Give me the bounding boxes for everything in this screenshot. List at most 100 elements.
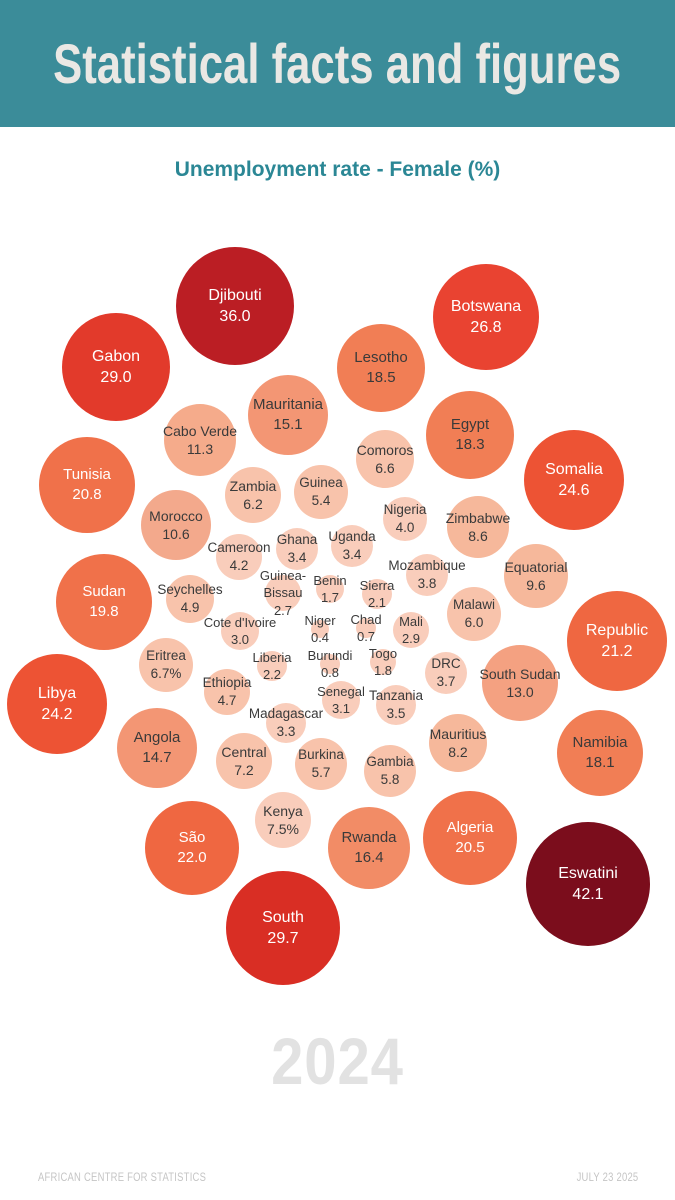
bubble-malawi: Malawi 6.0 bbox=[447, 587, 501, 641]
footer-date-label: JULY 23 2025 bbox=[576, 1172, 638, 1184]
bubble-label: Mali 2.9 bbox=[399, 613, 423, 646]
footer: AFRICAN CENTRE FOR STATISTICS JULY 23 20… bbox=[0, 1170, 675, 1192]
bubble-label: Ghana 3.4 bbox=[276, 532, 318, 565]
bubble-namibia: Namibia 18.1 bbox=[557, 710, 643, 796]
bubble-republic: Republic 21.2 bbox=[567, 591, 667, 691]
bubble-label: Mozambique 3.8 bbox=[388, 558, 466, 591]
chart-title: Unemployment rate - Female (%) bbox=[174, 158, 501, 181]
bubble-zimbabwe: Zimbabwe 8.6 bbox=[445, 496, 511, 558]
bubble-egypt: Egypt 18.3 bbox=[426, 391, 514, 479]
bubble-south: South 29.7 bbox=[226, 871, 340, 985]
bubble-uganda: Uganda 3.4 bbox=[328, 525, 376, 567]
bubble-label: Cameroon 4.2 bbox=[207, 540, 271, 573]
bubble-seychelles: Seychelles 4.9 bbox=[157, 575, 223, 623]
bubble-djibouti: Djibouti 36.0 bbox=[176, 247, 294, 365]
bubble-label: Nigeria 4.0 bbox=[383, 502, 427, 535]
bubble-label: Togo 1.8 bbox=[368, 645, 398, 678]
footer-source-label: AFRICAN CENTRE FOR STATISTICS bbox=[38, 1172, 207, 1184]
bubble-comoros: Comoros 6.6 bbox=[356, 430, 414, 488]
bubble-mauritania: Mauritania 15.1 bbox=[248, 375, 328, 455]
bubble-cameroon: Cameroon 4.2 bbox=[207, 534, 271, 580]
bubble-label: Niger 0.4 bbox=[304, 612, 336, 645]
bubble-eritrea: Eritrea 6.7% bbox=[139, 638, 193, 692]
bubble-benin: Benin 1.7 bbox=[313, 572, 347, 605]
bubble-label: Burkina 5.7 bbox=[298, 747, 344, 780]
bubble-label: Equatorial 9.6 bbox=[504, 558, 568, 593]
bubble-label: Senegal 3.1 bbox=[317, 683, 365, 716]
bubble-lesotho: Lesotho 18.5 bbox=[337, 324, 425, 412]
bubble-cote-d-ivoire: Cote d'Ivoire 3.0 bbox=[204, 612, 276, 650]
bubble-label: Eswatini 42.1 bbox=[558, 864, 618, 903]
bubble-label: Guinea 5.4 bbox=[299, 475, 343, 508]
bubble-mauritius: Mauritius 8.2 bbox=[429, 714, 487, 772]
bubble-senegal: Senegal 3.1 bbox=[317, 681, 365, 719]
bubble-label: Zimbabwe 8.6 bbox=[445, 509, 511, 544]
bubble-label: Burundi 0.8 bbox=[307, 647, 353, 680]
bubble-label: Republic 21.2 bbox=[585, 621, 649, 660]
page-title: Statistical facts and figures bbox=[53, 31, 622, 95]
header-banner: Statistical facts and figures bbox=[0, 0, 675, 127]
bubble-label: Guinea- Bissau 2.7 bbox=[259, 568, 307, 618]
bubble-sudan: Sudan 19.8 bbox=[56, 554, 152, 650]
bubble-label: Lesotho 18.5 bbox=[354, 349, 408, 386]
bubble-label: Mauritania 15.1 bbox=[252, 396, 324, 433]
bubble-label: Eritrea 6.7% bbox=[146, 648, 186, 681]
bubble-label: DRC 3.7 bbox=[431, 656, 461, 689]
bubble-label: Libya 24.2 bbox=[37, 684, 77, 723]
bubble-morocco: Morocco 10.6 bbox=[141, 490, 211, 560]
year-watermark: 2024 bbox=[271, 1024, 404, 1098]
bubble-label: Malawi 6.0 bbox=[452, 597, 495, 630]
bubble-chad: Chad 0.7 bbox=[350, 612, 381, 644]
bubble-label: Zambia 6.2 bbox=[229, 477, 277, 512]
bubble-mali: Mali 2.9 bbox=[393, 612, 429, 648]
bubble-label: Comoros 6.6 bbox=[356, 441, 414, 476]
bubble-central: Central 7.2 bbox=[216, 733, 272, 789]
bubble-label: São 22.0 bbox=[177, 829, 207, 866]
bubble-eswatini: Eswatini 42.1 bbox=[526, 822, 650, 946]
bubble-label: Algeria 20.5 bbox=[446, 819, 494, 856]
bubble-label: Angola 14.7 bbox=[133, 729, 181, 766]
bubble-drc: DRC 3.7 bbox=[425, 652, 467, 694]
bubble-angola: Angola 14.7 bbox=[117, 708, 197, 788]
bubble-algeria: Algeria 20.5 bbox=[423, 791, 517, 885]
bubble-burkina: Burkina 5.7 bbox=[295, 738, 347, 790]
bubble-label: Egypt 18.3 bbox=[450, 416, 490, 453]
bubble-label: Djibouti 36.0 bbox=[208, 286, 262, 325]
bubble-guinea: Guinea 5.4 bbox=[294, 465, 348, 519]
bubble-nigeria: Nigeria 4.0 bbox=[383, 497, 427, 541]
bubble-label: Somalia 24.6 bbox=[545, 460, 603, 499]
bubble-madagascar: Madagascar 3.3 bbox=[249, 703, 323, 743]
bubble-label: Rwanda 16.4 bbox=[341, 829, 397, 866]
bubble-tunisia: Tunisia 20.8 bbox=[39, 437, 135, 533]
bubble-rwanda: Rwanda 16.4 bbox=[328, 807, 410, 889]
bubble-liberia: Liberia 2.2 bbox=[252, 650, 291, 682]
bubble-gabon: Gabon 29.0 bbox=[62, 313, 170, 421]
bubble-label: Tanzania 3.5 bbox=[368, 688, 424, 721]
bubble-label: Namibia 18.1 bbox=[572, 734, 628, 771]
bubble-label: Benin 1.7 bbox=[313, 572, 347, 605]
bubble-label: Morocco 10.6 bbox=[149, 507, 203, 542]
bubble-libya: Libya 24.2 bbox=[7, 654, 107, 754]
bubble-label: Uganda 3.4 bbox=[328, 529, 376, 562]
bubble-sierra: Sierra 2.1 bbox=[359, 577, 395, 610]
bubble-kenya: Kenya 7.5% bbox=[255, 792, 311, 848]
bubble-togo: Togo 1.8 bbox=[369, 646, 397, 678]
bubble-south-sudan: South Sudan 13.0 bbox=[480, 645, 560, 721]
bubble-s-o: São 22.0 bbox=[145, 801, 239, 895]
bubble-label: Sierra 2.1 bbox=[359, 577, 395, 610]
bubble-label: Ethiopia 4.7 bbox=[202, 675, 252, 708]
bubble-label: Gambia 5.8 bbox=[366, 754, 414, 787]
bubble-botswana: Botswana 26.8 bbox=[433, 264, 539, 370]
bubble-label: Seychelles 4.9 bbox=[157, 582, 223, 615]
bubble-label: Kenya 7.5% bbox=[263, 802, 303, 837]
bubble-label: Gabon 29.0 bbox=[91, 347, 141, 386]
bubble-label: Liberia 2.2 bbox=[252, 649, 292, 682]
bubble-burundi: Burundi 0.8 bbox=[308, 648, 353, 680]
bubble-label: South 29.7 bbox=[262, 908, 304, 947]
bubble-somalia: Somalia 24.6 bbox=[524, 430, 624, 530]
bubble-label: Sudan 19.8 bbox=[82, 583, 126, 620]
bubble-label: Cabo Verde 11.3 bbox=[163, 422, 237, 457]
bubble-label: Mauritius 8.2 bbox=[429, 725, 487, 760]
bubble-niger: Niger 0.4 bbox=[304, 613, 335, 645]
